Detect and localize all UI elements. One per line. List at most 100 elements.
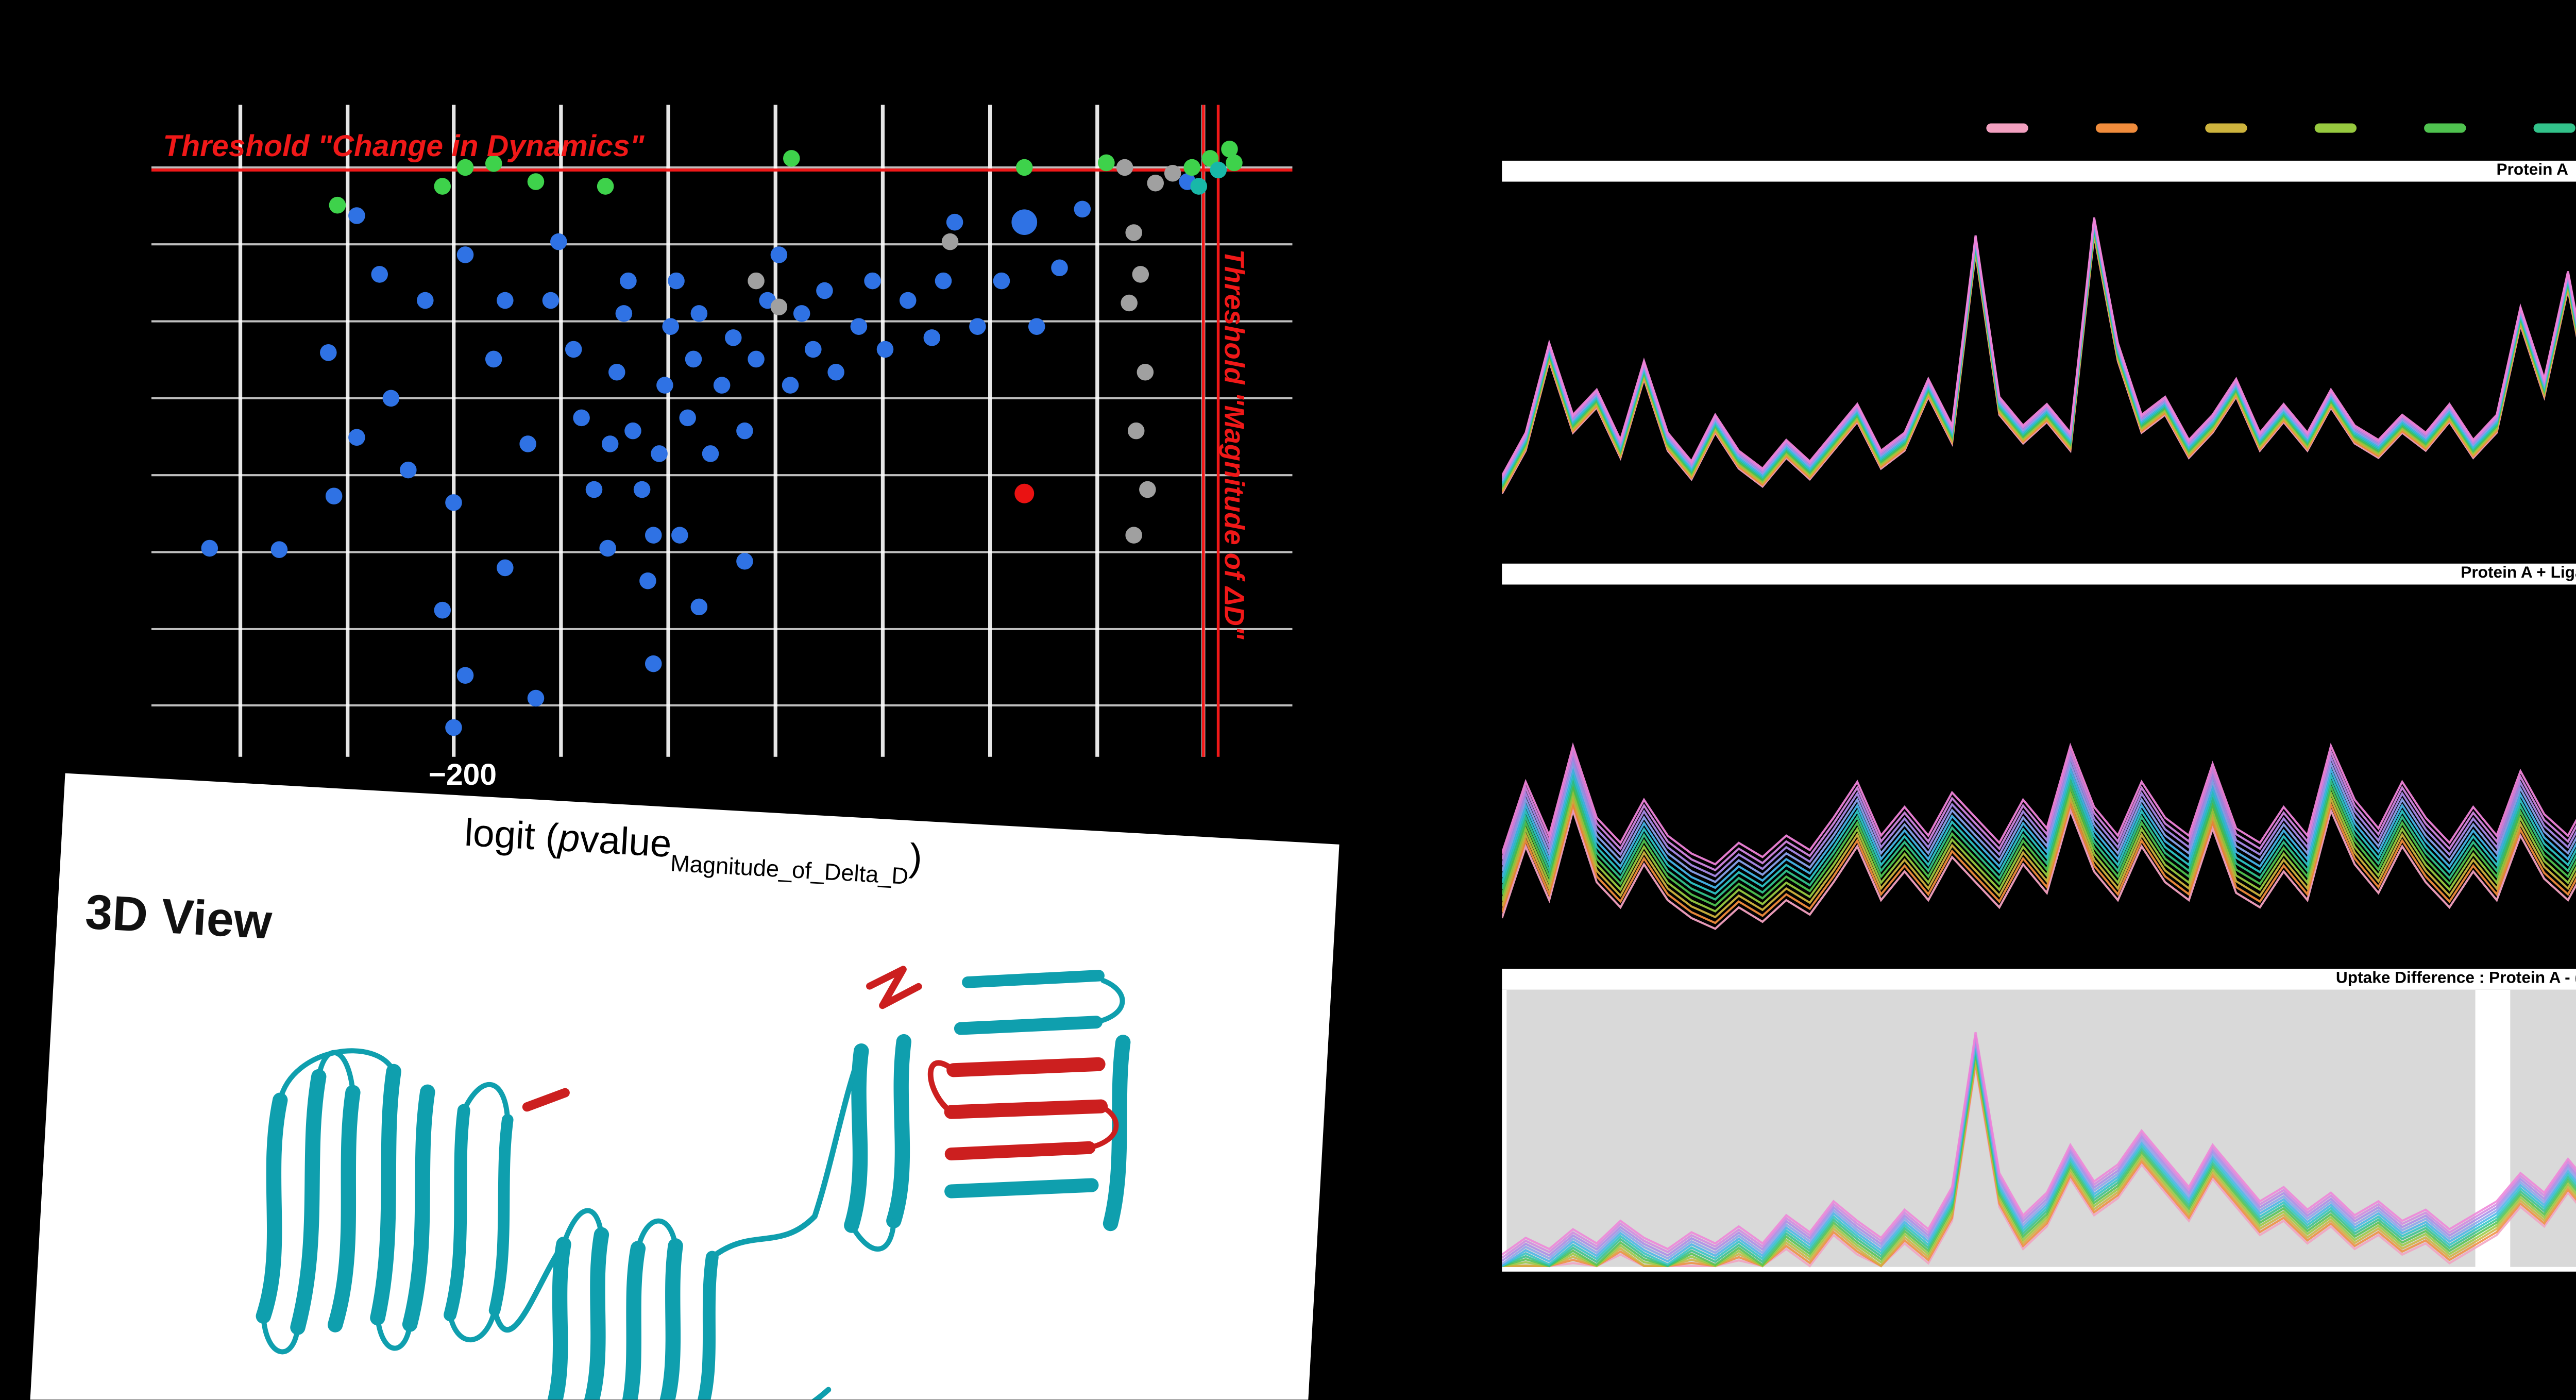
scatter-point[interactable] xyxy=(527,173,545,190)
scatter-point[interactable] xyxy=(456,667,474,684)
view3d-panel[interactable]: 3D View xyxy=(28,773,1340,1400)
scatter-point[interactable] xyxy=(651,445,668,462)
scatter-point[interactable] xyxy=(519,435,536,452)
uptake-plot-protein-a-ligand[interactable] xyxy=(1502,584,2576,943)
uptake-line[interactable] xyxy=(1502,704,2576,913)
scatter-point[interactable] xyxy=(325,487,343,504)
scatter-point[interactable] xyxy=(1226,154,1243,172)
uptake-line[interactable] xyxy=(1502,636,2576,878)
scatter-point[interactable] xyxy=(445,494,462,511)
scatter-point[interactable] xyxy=(633,481,651,498)
volcano-plot[interactable] xyxy=(151,105,1293,757)
timepoint-legend-dash[interactable] xyxy=(2313,123,2355,132)
scatter-point[interactable] xyxy=(1116,159,1133,176)
scatter-point[interactable] xyxy=(645,527,662,544)
uptake-line[interactable] xyxy=(1502,232,2576,509)
uptake-line[interactable] xyxy=(1502,613,2576,866)
uptake-line[interactable] xyxy=(1502,1053,2576,1268)
scatter-point[interactable] xyxy=(1051,259,1068,277)
uptake-line[interactable] xyxy=(1502,235,2576,533)
uptake-line[interactable] xyxy=(1502,217,2576,477)
scatter-point[interactable] xyxy=(1125,224,1142,241)
uptake-line[interactable] xyxy=(1502,728,2576,924)
scatter-point[interactable] xyxy=(434,601,451,619)
uptake-line[interactable] xyxy=(1502,227,2576,486)
scatter-point[interactable] xyxy=(736,553,753,570)
scatter-point[interactable] xyxy=(599,539,616,557)
scatter-point[interactable] xyxy=(782,377,799,394)
scatter-point[interactable] xyxy=(783,150,800,167)
scatter-point[interactable] xyxy=(485,155,502,172)
scatter-point[interactable] xyxy=(573,409,590,427)
scatter-point[interactable] xyxy=(1014,483,1035,503)
uptake-line[interactable] xyxy=(1502,233,2576,521)
scatter-point[interactable] xyxy=(620,272,637,290)
scatter-point[interactable] xyxy=(1028,318,1045,335)
scatter-point[interactable] xyxy=(320,344,337,361)
uptake-difference-plot[interactable] xyxy=(1502,989,2576,1272)
scatter-point[interactable] xyxy=(935,272,952,290)
scatter-point[interactable] xyxy=(690,305,708,322)
timepoint-legend-dash[interactable] xyxy=(2422,123,2465,132)
uptake-line[interactable] xyxy=(1502,1059,2576,1268)
scatter-point[interactable] xyxy=(201,539,218,557)
scatter-point[interactable] xyxy=(1183,159,1200,176)
scatter-point[interactable] xyxy=(624,422,641,440)
scatter-point[interactable] xyxy=(993,272,1010,290)
scatter-point[interactable] xyxy=(1137,363,1154,381)
uptake-line[interactable] xyxy=(1502,1041,2576,1266)
scatter-point[interactable] xyxy=(946,213,963,231)
uptake-line[interactable] xyxy=(1502,230,2576,496)
scatter-point[interactable] xyxy=(941,233,959,250)
timepoint-legend-dash[interactable] xyxy=(2094,123,2137,132)
scatter-point[interactable] xyxy=(702,445,719,462)
timepoint-legend-dash[interactable] xyxy=(2204,123,2246,132)
scatter-point[interactable] xyxy=(685,350,702,368)
scatter-point[interactable] xyxy=(1139,481,1156,498)
scatter-point[interactable] xyxy=(1074,200,1091,218)
timepoint-legend-dash[interactable] xyxy=(2532,123,2574,132)
scatter-point[interactable] xyxy=(1015,159,1033,176)
uptake-line[interactable] xyxy=(1502,1044,2576,1267)
scatter-point[interactable] xyxy=(565,341,582,358)
scatter-point[interactable] xyxy=(585,481,603,498)
scatter-point[interactable] xyxy=(645,655,662,672)
scatter-point[interactable] xyxy=(542,292,560,309)
scatter-point[interactable] xyxy=(497,292,514,309)
scatter-point[interactable] xyxy=(400,461,417,479)
scatter-point[interactable] xyxy=(601,435,619,452)
scatter-point[interactable] xyxy=(1190,178,1208,195)
scatter-point[interactable] xyxy=(550,233,567,250)
timepoint-legend-dash[interactable] xyxy=(1985,123,2027,132)
uptake-line[interactable] xyxy=(1502,228,2576,488)
scatter-point[interactable] xyxy=(656,377,673,394)
scatter-point[interactable] xyxy=(1221,140,1238,158)
scatter-point[interactable] xyxy=(899,292,917,309)
scatter-point[interactable] xyxy=(639,572,656,589)
uptake-line[interactable] xyxy=(1502,625,2576,872)
volcano-plot-panel[interactable] xyxy=(151,105,1293,757)
scatter-point[interactable] xyxy=(1210,161,1227,179)
scatter-point[interactable] xyxy=(329,196,346,214)
uptake-line[interactable] xyxy=(1502,739,2576,930)
scatter-point[interactable] xyxy=(417,292,434,309)
scatter-point[interactable] xyxy=(662,318,679,335)
scatter-point[interactable] xyxy=(748,272,765,290)
scatter-point[interactable] xyxy=(371,266,388,283)
scatter-point[interactable] xyxy=(816,282,833,299)
scatter-point[interactable] xyxy=(1164,165,1181,182)
uptake-line[interactable] xyxy=(1502,693,2576,907)
scatter-point[interactable] xyxy=(615,305,633,322)
scatter-point[interactable] xyxy=(805,341,822,358)
scatter-point[interactable] xyxy=(690,598,708,616)
scatter-point[interactable] xyxy=(445,719,462,736)
scatter-point[interactable] xyxy=(497,559,514,577)
scatter-point[interactable] xyxy=(485,350,502,368)
scatter-point[interactable] xyxy=(1125,527,1142,544)
scatter-point[interactable] xyxy=(434,178,451,195)
uptake-line[interactable] xyxy=(1502,1062,2576,1268)
scatter-point[interactable] xyxy=(348,207,365,224)
uptake-line[interactable] xyxy=(1502,1032,2576,1257)
scatter-point[interactable] xyxy=(1011,209,1038,235)
scatter-point[interactable] xyxy=(793,305,810,322)
